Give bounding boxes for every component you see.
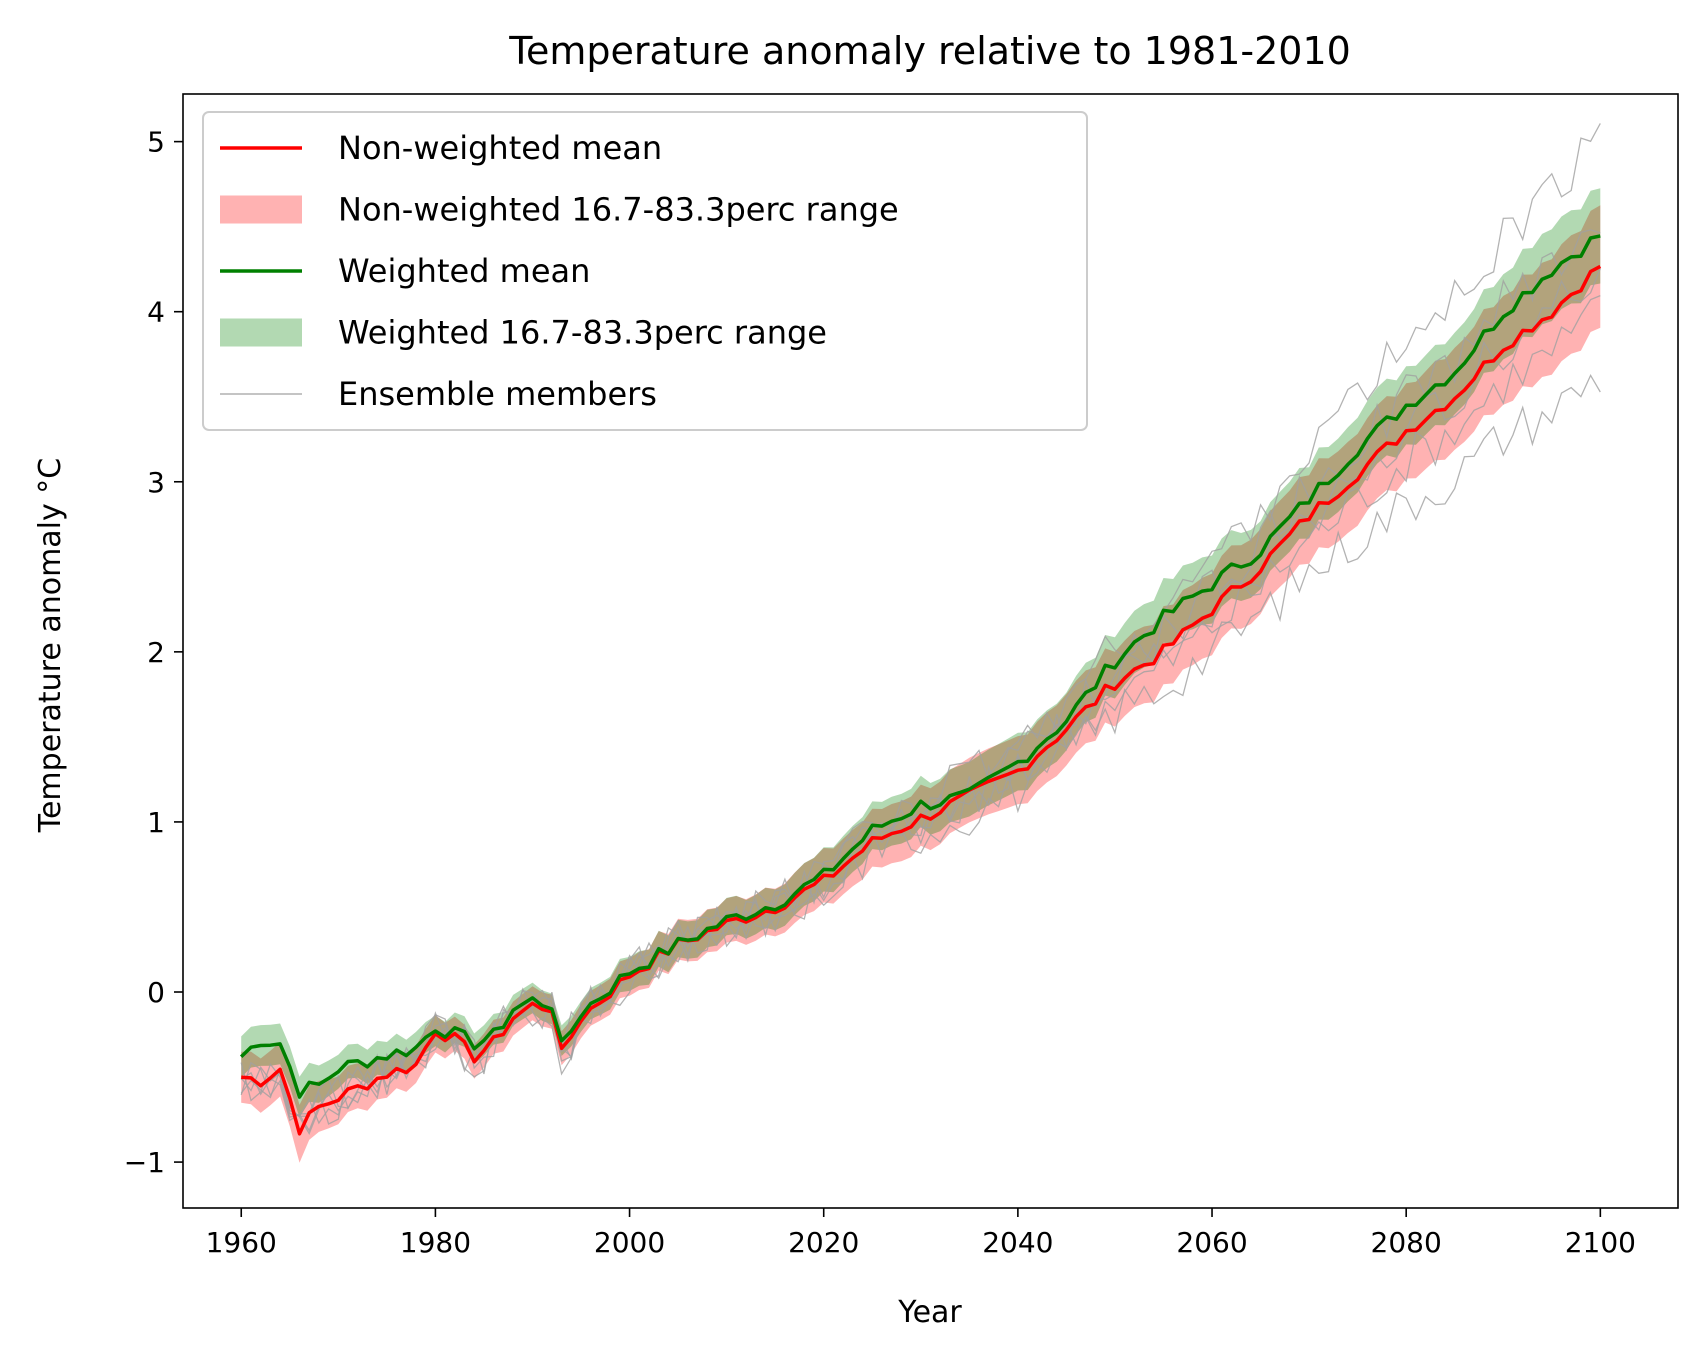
x-tick-label: 2060 <box>1176 1226 1247 1259</box>
legend: Non-weighted mean Non-weighted 16.7-83.3p… <box>202 111 1088 431</box>
x-tick-label: 2000 <box>594 1226 665 1259</box>
legend-patch-marker <box>220 195 302 224</box>
ensemble-member-line <box>240 294 1601 1132</box>
ensemble-member-line <box>240 373 1601 1122</box>
y-tick-label: −1 <box>124 1146 165 1179</box>
nonweighted-range-band <box>241 205 1601 1163</box>
x-tick-label: 2020 <box>788 1226 859 1259</box>
y-tick-label: 3 <box>147 466 165 499</box>
x-tick-label: 1980 <box>400 1226 471 1259</box>
x-tick-label: 2080 <box>1371 1226 1442 1259</box>
nonweighted-mean-line <box>241 264 1602 1136</box>
axes: 1960 1980 2000 2020 2040 2060 2080 2100 −1 0 1 2 3 4 5 <box>124 93 1679 1259</box>
legend-patch-marker <box>220 318 302 347</box>
y-axis-label: Temperature anomaly °C <box>33 458 68 834</box>
legend-label: Non-weighted mean <box>338 129 662 167</box>
plot-area <box>239 123 1602 1163</box>
legend-label: Weighted 16.7-83.3perc range <box>338 314 827 352</box>
chart-title: Temperature anomaly relative to 1981-201… <box>508 29 1351 73</box>
x-axis-label: Year <box>897 1295 962 1330</box>
legend-label: Weighted mean <box>338 252 590 290</box>
y-tick-label: 0 <box>147 976 165 1009</box>
legend-label: Ensemble members <box>338 375 657 413</box>
y-tick-label: 1 <box>147 806 165 839</box>
x-tick-label: 2040 <box>982 1226 1053 1259</box>
weighted-mean-line <box>239 234 1601 1099</box>
legend-box <box>202 111 1088 431</box>
x-tick-label: 2100 <box>1565 1226 1636 1259</box>
y-tick-label: 2 <box>147 636 165 669</box>
ensemble-member-line <box>240 229 1601 1125</box>
y-tick-label: 4 <box>147 296 165 329</box>
legend-label: Non-weighted 16.7-83.3perc range <box>338 191 899 229</box>
x-tick-label: 1960 <box>206 1226 277 1259</box>
y-tick-label: 5 <box>147 126 165 159</box>
axes-frame <box>182 93 1679 1209</box>
